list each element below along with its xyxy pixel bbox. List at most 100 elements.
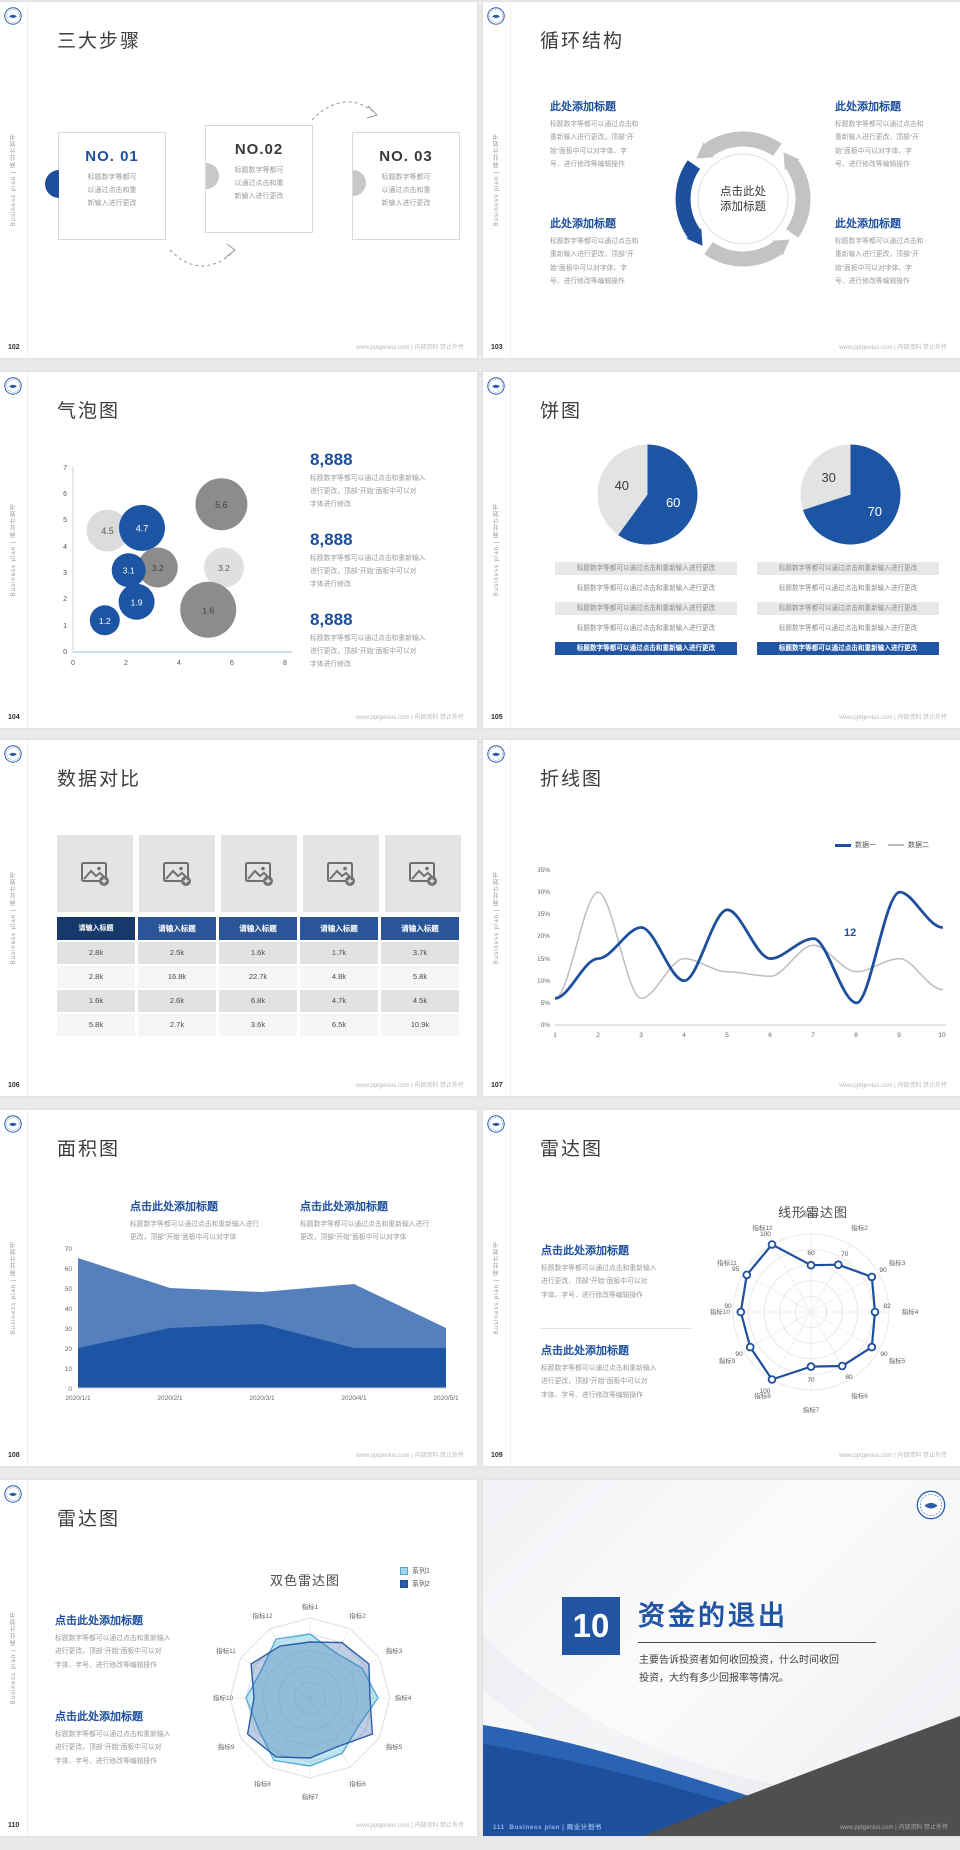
image-placeholder[interactable]	[139, 835, 215, 912]
y-tick: 25%	[538, 911, 550, 918]
radar-value: 95	[732, 1266, 740, 1273]
chart-legend: 数据一 数据二	[835, 840, 929, 850]
x-tick: 7	[811, 1032, 815, 1039]
step-notch	[206, 163, 219, 189]
block-line: 始”面板中可以对字体、字	[835, 147, 913, 155]
image-placeholder[interactable]	[303, 835, 379, 912]
radar-value: 90	[879, 1267, 887, 1274]
step-text: 新输入进行更改	[381, 199, 431, 207]
slide-footer-left: 111 Business plan | 商业计划书	[493, 1821, 602, 1831]
block-line: 更改，顶部“开始”面板中可以对字体	[300, 1234, 407, 1242]
text-block-bottom-left: 此处添加标题 标题数字等都可以通过点击和 重新输入进行更改，顶部“开 始”面板中…	[550, 215, 672, 288]
block-heading: 点击此处添加标题	[541, 1245, 629, 1257]
y-tick: 0	[68, 1386, 72, 1393]
table-header-cell: 请输入标题	[300, 917, 378, 940]
caption-row: 标题数字等都可以通过点击和重新输入进行更改	[778, 585, 918, 592]
chart-subtitle: 线形雷达图	[777, 1205, 848, 1220]
slide-106-thumbnail[interactable]: Business plan | 商业计划书 数据对比 请输入标题 请输入标题 请…	[0, 740, 477, 1096]
image-placeholder[interactable]	[385, 835, 461, 912]
slide-105-thumbnail[interactable]: Business plan | 商业计划书 饼图 40 60 30 70 标题数…	[483, 372, 960, 728]
step-text: 以通过点击和重	[87, 186, 137, 194]
radar-axis-label: 指标12	[252, 1611, 273, 1620]
bubble-label: 1.6	[202, 606, 214, 616]
slide-102-thumbnail[interactable]: Business plan | 商业计划书 三大步骤 NO. 01 标题数字等都…	[0, 2, 477, 358]
pie-label: 40	[615, 478, 629, 493]
table-cell: 2.8k	[57, 942, 135, 964]
radar-value: 82	[883, 1303, 891, 1310]
slide-footer: www.pptgenius.com | 内部资料 禁止外传	[839, 715, 947, 721]
slide-footer: www.pptgenius.com | 内部资料 禁止外传	[356, 715, 464, 721]
text-block-top-right: 此处添加标题 标题数字等都可以通过点击和 重新输入进行更改，顶部“开 始”面板中…	[835, 98, 957, 171]
block-heading: 点击此处添加标题	[541, 1345, 629, 1357]
y-tick: 30%	[538, 889, 550, 896]
chart-subtitle: 双色雷达图	[269, 1573, 340, 1588]
section-number-badge: 10	[562, 1597, 620, 1655]
side-strip: Business plan | 商业计划书	[483, 740, 511, 1096]
bubble-label: 1.2	[99, 616, 111, 626]
block-line: 重新输入进行更改，顶部“开	[835, 251, 919, 259]
stat-line: 字体进行修改	[310, 500, 351, 508]
side-strip: Business plan | 商业计划书	[483, 372, 511, 728]
text-block-2: 点击此处添加标题 标题数字等都可以通过点击和重新输入 进行更改，顶部“开始”面板…	[55, 1708, 205, 1768]
x-tick: 2	[596, 1032, 600, 1039]
slide-title: 折线图	[540, 769, 604, 790]
text-block-top-left: 此处添加标题 标题数字等都可以通过点击和 重新输入进行更改，顶部“开 始”面板中…	[550, 98, 672, 171]
x-tick: 2	[124, 660, 128, 667]
caption-row: 标题数字等都可以通过点击和重新输入进行更改	[576, 585, 716, 592]
slide-103-thumbnail[interactable]: Business plan | 商业计划书 循环结构 此处添加标题 标题数字等都…	[483, 2, 960, 358]
block-line: 进行更改，顶部“开始”面板中可以对	[541, 1378, 648, 1386]
block-line: 号、进行修改等编辑操作	[550, 277, 625, 285]
text-block-1: 点击此处添加标题 标题数字等都可以通过点击和重新输入 进行更改，顶部“开始”面板…	[55, 1612, 205, 1672]
block-line: 始”面板中可以对字体、字	[835, 264, 913, 272]
slide-title: 饼图	[540, 401, 583, 422]
block-line: 标题数字等都可以通过点击和重新输入进行	[300, 1221, 430, 1228]
slide-111-thumbnail[interactable]: 10 资金的退出 主要告诉投资者如何收回投资，什么时间收回 投资，大约有多少回报…	[483, 1480, 960, 1836]
radar-axis-label: 指标12	[752, 1223, 773, 1232]
pie-chart-1: 40 60	[597, 444, 698, 545]
divider	[541, 1328, 691, 1329]
legend-swatch-series2	[400, 1580, 408, 1588]
pie-label: 60	[666, 495, 680, 510]
sidebar-vertical-label: Business plan | 商业计划书	[494, 1241, 500, 1335]
slide-104-thumbnail[interactable]: Business plan | 商业计划书 气泡图 0 1 2 3 4 5 6 …	[0, 372, 477, 728]
text-block-1: 点击此处添加标题 标题数字等都可以通过点击和重新输入进行 更改，顶部“开始”面板…	[130, 1198, 290, 1245]
school-logo-icon	[487, 7, 505, 25]
x-tick: 2020/2/1	[157, 1395, 183, 1402]
image-placeholder[interactable]	[57, 835, 133, 912]
stat-line: 进行更改，顶部“开始”面板中可以对	[310, 647, 417, 655]
block-line: 重新输入进行更改，顶部“开	[835, 134, 919, 142]
pie-label: 30	[821, 470, 835, 485]
slide-page-number: 109	[491, 1452, 503, 1459]
table-cell: 6.5k	[300, 1014, 378, 1036]
slide-107-thumbnail[interactable]: Business plan | 商业计划书 折线图 数据一 数据二 35% 30…	[483, 740, 960, 1096]
table-cell: 4.7k	[300, 990, 378, 1012]
y-tick: 20	[65, 1346, 73, 1353]
sidebar-vertical-label: Business plan | 商业计划书	[494, 503, 500, 597]
side-strip: Business plan | 商业计划书	[483, 1110, 511, 1466]
table-header-cell: 请输入标题	[381, 917, 459, 940]
step-text: 以通过点击和重	[381, 186, 431, 194]
block-heading: 此处添加标题	[550, 101, 616, 113]
slide-page-number: 108	[8, 1452, 20, 1459]
slide-110-thumbnail[interactable]: Business plan | 商业计划书 雷达图 双色雷达图 系列1 系列2 …	[0, 1480, 477, 1836]
block-heading: 点击此处添加标题	[300, 1201, 388, 1213]
block-line: 进行更改，顶部“开始”面板中可以对	[55, 1744, 162, 1752]
sidebar-vertical-label: Business plan | 商业计划书	[11, 1611, 17, 1705]
legend-label: 数据二	[908, 842, 929, 849]
caption-row: 标题数字等都可以通过点击和重新输入进行更改	[778, 625, 918, 632]
y-tick: 10	[65, 1366, 73, 1373]
step-number: NO. 01	[85, 148, 139, 165]
table-cell: 22.7k	[219, 966, 297, 988]
pie1-caption-list: 标题数字等都可以通过点击和重新输入进行更改 标题数字等都可以通过点击和重新输入进…	[555, 562, 737, 662]
slide-109-thumbnail[interactable]: Business plan | 商业计划书 雷达图 线形雷达图 点击此处添加标题…	[483, 1110, 960, 1466]
radar-axis-label: 指标9	[218, 1742, 235, 1751]
block-heading: 此处添加标题	[835, 101, 901, 113]
x-tick: 10	[938, 1032, 946, 1039]
block-heading: 点击此处添加标题	[55, 1615, 143, 1627]
image-placeholder[interactable]	[221, 835, 297, 912]
legend-label: 系列2	[412, 1581, 430, 1588]
x-tick: 2020/5/1	[433, 1395, 459, 1402]
slide-108-thumbnail[interactable]: Business plan | 商业计划书 面积图 点击此处添加标题 标题数字等…	[0, 1110, 477, 1466]
slide-title: 三大步骤	[57, 31, 142, 52]
footer-brand-label: Business plan | 商业计划书	[509, 1824, 602, 1831]
